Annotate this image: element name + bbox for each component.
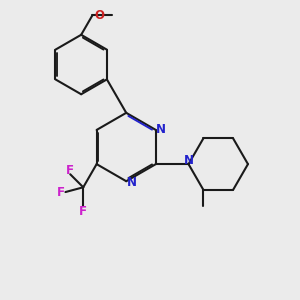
Text: F: F bbox=[56, 186, 64, 199]
Text: N: N bbox=[127, 176, 136, 189]
Text: O: O bbox=[94, 9, 104, 22]
Text: F: F bbox=[79, 205, 87, 218]
Text: F: F bbox=[66, 164, 74, 177]
Text: N: N bbox=[184, 154, 194, 167]
Text: N: N bbox=[156, 123, 166, 136]
